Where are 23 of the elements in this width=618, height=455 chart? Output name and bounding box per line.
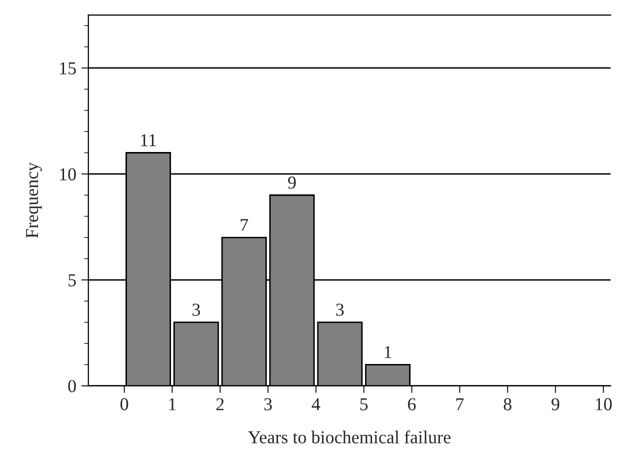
x-tick-label: 9 (552, 398, 560, 410)
x-tick-label: 5 (360, 398, 368, 410)
data-label: 11 (141, 134, 156, 146)
y-tick-label: 5 (68, 274, 76, 286)
x-tick-label: 8 (504, 398, 512, 410)
y-tick-label: 15 (60, 62, 76, 74)
x-tick-label: 6 (408, 398, 416, 410)
x-tick-label: 2 (216, 398, 224, 410)
y-axis-title: Frequency (26, 162, 42, 238)
x-tick-label: 10 (596, 398, 612, 410)
y-tick-label: 10 (60, 168, 76, 180)
data-label: 7 (240, 219, 248, 231)
data-label: 3 (336, 304, 344, 316)
y-tick-label: 0 (68, 380, 76, 392)
x-tick-label: 7 (456, 398, 464, 410)
x-axis-title: Years to biochemical failure (248, 430, 450, 444)
x-tick-label: 3 (264, 398, 272, 410)
x-tick-label: 4 (312, 398, 320, 410)
x-tick-label: 1 (169, 398, 176, 410)
data-label: 9 (288, 176, 296, 189)
data-label: 1 (384, 346, 392, 358)
data-label: 3 (192, 304, 200, 316)
x-tick-label: 0 (120, 398, 128, 410)
